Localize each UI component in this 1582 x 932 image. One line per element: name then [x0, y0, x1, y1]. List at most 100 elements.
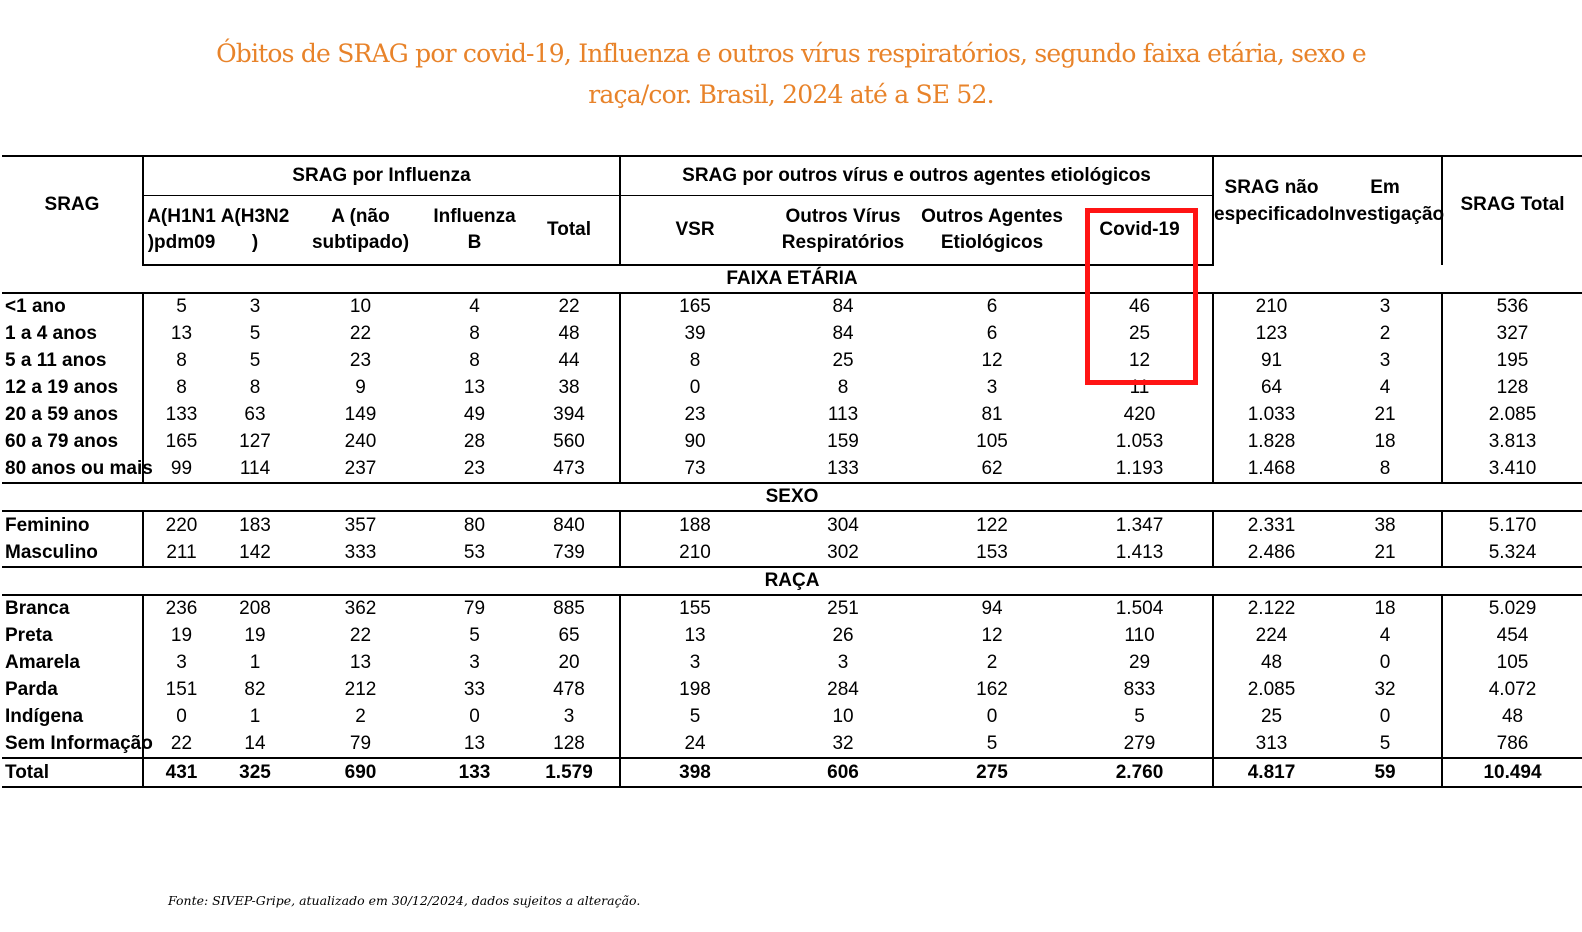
header-em-investigacao: Em Investigação — [1329, 155, 1444, 265]
cell-outros-agentes: 6 — [986, 296, 998, 318]
cell-influenza-b: 13 — [463, 377, 486, 399]
row-label: Preta — [5, 625, 53, 647]
cell-h1n1: 165 — [142, 428, 219, 456]
cell-outros-virus: 84 — [832, 323, 854, 345]
cell-outros-agentes: 94 — [981, 598, 1003, 620]
row-label: 20 a 59 anos — [5, 404, 119, 425]
cell-h3n2: 325 — [219, 758, 291, 789]
cell-em-investigacao: 4 — [1379, 625, 1391, 647]
cell-covid: 110 — [1124, 625, 1155, 647]
cell-influenza-b: 3 — [469, 652, 480, 674]
cell-influenza-b: 79 — [463, 598, 486, 620]
cell-outros-agentes: 0 — [986, 706, 998, 728]
cell-h1n1: 151 — [142, 676, 219, 704]
cell-h1n1: 8 — [142, 347, 219, 375]
cell-h3n2: 3 — [249, 296, 261, 318]
cell-total-influenza: 1.579 — [519, 758, 621, 789]
cell-srag-total: 3.410 — [1441, 455, 1582, 485]
cell-vsr: 198 — [619, 676, 770, 704]
cell-outros-agentes: 12 — [981, 350, 1003, 372]
cell-vsr: 0 — [619, 374, 770, 402]
table-row: 80 anos ou mais 99 114 237 23 473 73 133 62 1.193… — [2, 455, 1582, 485]
header-total-influenza: Total — [519, 195, 621, 266]
cell-h3n2: 127 — [239, 430, 271, 452]
cell-vsr: 188 — [619, 511, 770, 540]
cell-outros-agentes: 2 — [986, 652, 998, 674]
cell-influenza-b: 133 — [430, 758, 519, 789]
cell-nao-especificado: 1.033 — [1212, 401, 1330, 429]
table-row: <1 ano 5 3 10 4 22 165 84 6 46 210 3 536 — [2, 293, 1582, 321]
cell-covid: 2.760 — [1067, 758, 1214, 789]
data-table: SRAG SRAG por Influenza SRAG por outros … — [2, 155, 1582, 789]
cell-outros-agentes: 105 — [976, 430, 1008, 452]
cell-h3n2: 5 — [249, 323, 261, 345]
row-label: Feminino — [5, 514, 90, 536]
cell-em-investigacao: 8 — [1329, 455, 1443, 485]
cell-a-nao-subtipado: 22 — [349, 625, 372, 647]
cell-influenza-b: 53 — [430, 539, 519, 569]
cell-em-investigacao: 21 — [1374, 404, 1396, 425]
cell-outros-virus: 304 — [827, 514, 859, 536]
cell-em-investigacao: 3 — [1379, 350, 1391, 372]
cell-outros-agentes: 12 — [981, 625, 1003, 647]
cell-covid: 279 — [1067, 730, 1214, 760]
cell-total-influenza: 473 — [519, 455, 621, 485]
cell-outros-agentes: 6 — [986, 323, 998, 345]
cell-h1n1: 431 — [142, 758, 219, 789]
cell-outros-virus: 113 — [827, 404, 859, 425]
cell-nao-especificado: 48 — [1212, 649, 1330, 677]
cell-total-influenza: 3 — [563, 706, 575, 728]
cell-nao-especificado: 25 — [1212, 703, 1330, 731]
cell-em-investigacao: 21 — [1329, 539, 1443, 569]
row-label: Sem Informação — [2, 730, 153, 760]
header-influenza-group: SRAG por Influenza — [141, 155, 621, 196]
cell-h1n1: 19 — [142, 622, 219, 650]
cell-covid: 46 — [1128, 296, 1151, 318]
cell-em-investigacao: 38 — [1374, 514, 1396, 536]
cell-h1n1: 5 — [142, 293, 219, 321]
cell-total-influenza: 739 — [519, 539, 621, 569]
row-label: <1 ano — [5, 296, 66, 318]
cell-vsr: 8 — [619, 347, 770, 375]
cell-outros-virus: 606 — [769, 758, 918, 789]
cell-influenza-b: 49 — [463, 404, 486, 425]
row-label: Parda — [5, 679, 58, 701]
cell-srag-total: 10.494 — [1441, 758, 1582, 789]
cell-vsr: 90 — [619, 428, 770, 456]
section-faixa-etaria: FAIXA ETÁRIA — [2, 265, 1582, 294]
source-footnote: Fonte: SIVEP-Gripe, atualizado em 30/12/… — [168, 893, 641, 908]
cell-nao-especificado: 313 — [1212, 730, 1330, 760]
cell-covid: 1.413 — [1067, 539, 1214, 569]
cell-srag-total: 536 — [1441, 293, 1582, 321]
cell-vsr: 13 — [619, 622, 770, 650]
cell-total-influenza: 128 — [519, 730, 621, 760]
header-covid: Covid-19 — [1067, 195, 1214, 266]
cell-total-influenza: 22 — [558, 296, 580, 318]
cell-a-nao-subtipado: 22 — [349, 323, 372, 345]
cell-covid: 1.053 — [1115, 430, 1164, 452]
cell-em-investigacao: 32 — [1374, 679, 1396, 701]
cell-srag-total: 128 — [1441, 374, 1582, 402]
header-outros-virus: Outros Vírus Respiratórios — [769, 195, 918, 266]
cell-vsr: 24 — [619, 730, 770, 760]
cell-vsr: 5 — [619, 703, 770, 731]
row-label: Masculino — [2, 539, 143, 569]
header-nao-especificado: SRAG não especificado — [1212, 155, 1329, 265]
cell-h1n1: 99 — [142, 455, 219, 485]
header-srag-total: SRAG Total — [1441, 155, 1582, 265]
row-label: Indígena — [5, 706, 84, 728]
cell-srag-total: 327 — [1441, 320, 1582, 348]
cell-srag-total: 5.324 — [1441, 539, 1582, 569]
header-outros-agentes: Outros Agentes Etiológicos — [917, 195, 1068, 266]
cell-vsr: 73 — [619, 455, 770, 485]
cell-outros-agentes: 275 — [917, 758, 1068, 789]
cell-h1n1: 13 — [142, 320, 219, 348]
cell-influenza-b: 80 — [463, 514, 486, 536]
cell-covid: 29 — [1128, 652, 1151, 674]
cell-covid: 12 — [1128, 350, 1151, 372]
cell-srag-total: 48 — [1441, 703, 1582, 731]
cell-em-investigacao: 5 — [1329, 730, 1443, 760]
cell-em-investigacao: 0 — [1379, 652, 1391, 674]
cell-outros-virus: 10 — [832, 706, 854, 728]
cell-a-nao-subtipado: 240 — [344, 430, 377, 452]
